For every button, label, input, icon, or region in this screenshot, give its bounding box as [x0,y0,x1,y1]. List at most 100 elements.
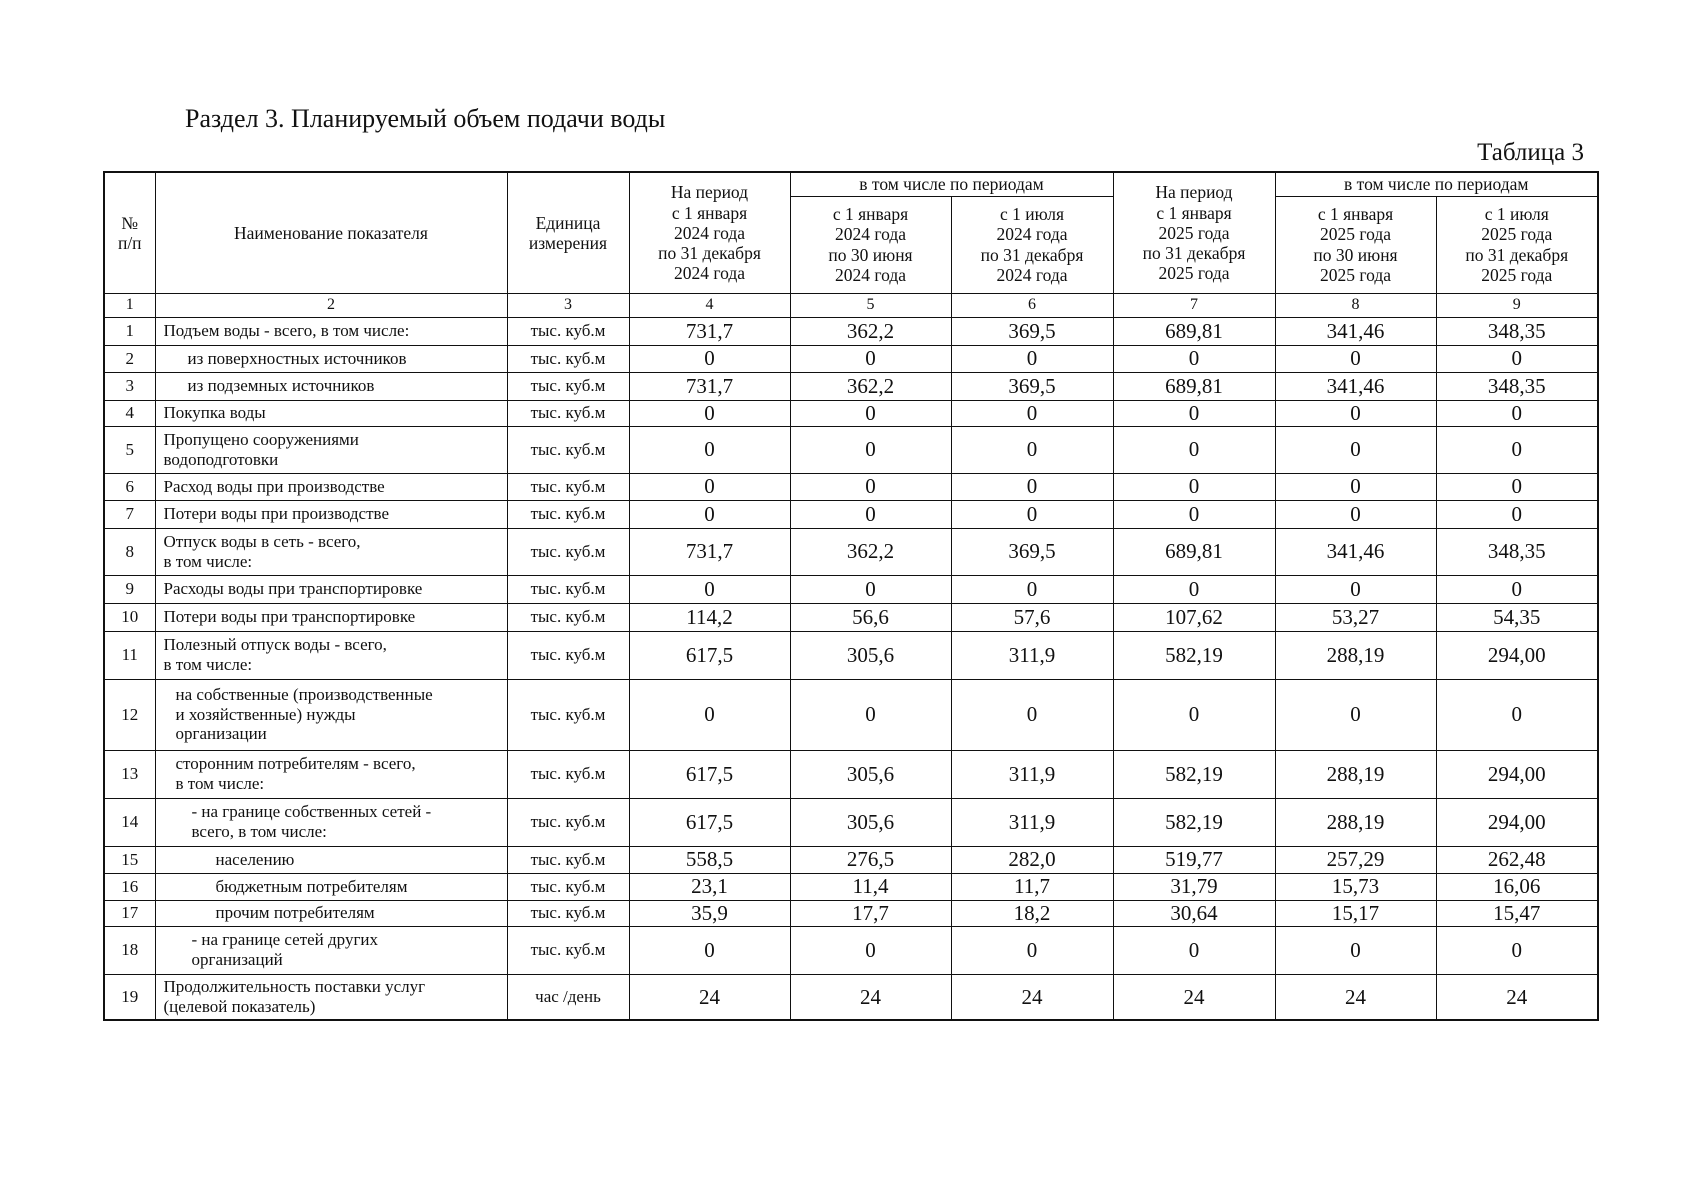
value-cell: 18,2 [950,899,1114,927]
unit: тыс. куб.м [506,344,630,373]
indicator-name: сторонним потребителям - всего, в том чи… [154,749,508,799]
value-cell: 582,19 [1112,630,1276,680]
row-number: 17 [103,899,156,927]
table-row: 2 из поверхностных источников тыс. куб.м 0 0… [103,344,1599,373]
unit: тыс. куб.м [506,899,630,927]
value-cell: 348,35 [1435,527,1599,576]
unit: тыс. куб.м [506,925,630,975]
table-row: 6 Расход воды при производстве тыс. куб.м 0… [103,472,1599,501]
row-number: 14 [103,797,156,847]
table-row: 15 населению тыс. куб.м 558,5 276,5 282,0 519,… [103,845,1599,874]
value-cell: 582,19 [1112,797,1276,847]
value-cell: 348,35 [1435,316,1599,346]
value-cell: 0 [950,425,1114,474]
value-cell: 0 [1435,399,1599,427]
value-cell: 519,77 [1112,845,1276,874]
row-number: 3 [103,371,156,401]
value-cell: 362,2 [789,527,952,576]
unit: тыс. куб.м [506,574,630,604]
value-cell: 0 [1112,425,1276,474]
indicator-name: из подземных источников [154,371,508,401]
value-cell: 17,7 [789,899,952,927]
table-row: 5 Пропущено сооружениями водоподготовки ты… [103,425,1599,474]
value-cell: 0 [950,499,1114,529]
indicator-name: Пропущено сооружениями водоподготовки [154,425,508,474]
value-cell: 689,81 [1112,316,1276,346]
column-number: 7 [1112,292,1276,318]
value-cell: 582,19 [1112,749,1276,799]
row-number: 9 [103,574,156,604]
table-row: 13 сторонним потребителям - всего, в том … [103,749,1599,799]
table-row: 9 Расходы воды при транспортировке тыс. ку… [103,574,1599,604]
value-cell: 0 [1112,925,1276,975]
indicator-name: населению [154,845,508,874]
indicator-name: Расход воды при производстве [154,472,508,501]
row-number: 6 [103,472,156,501]
indicator-name: на собственные (производственные и хозяй… [154,678,508,751]
unit: тыс. куб.м [506,499,630,529]
table-row: 8 Отпуск воды в сеть - всего, в том числе… [103,527,1599,576]
column-number: 2 [154,292,508,318]
value-cell: 0 [950,344,1114,373]
value-cell: 0 [1112,499,1276,529]
indicator-name: Покупка воды [154,399,508,427]
unit: тыс. куб.м [506,527,630,576]
indicator-name: Полезный отпуск воды - всего, в том числ… [154,630,508,680]
value-cell: 0 [1112,399,1276,427]
value-cell: 57,6 [950,602,1114,632]
value-cell: 0 [1435,925,1599,975]
value-cell: 0 [789,344,952,373]
value-cell: 0 [1274,344,1437,373]
value-cell: 341,46 [1274,371,1437,401]
value-cell: 311,9 [950,749,1114,799]
table-row: 7 Потери воды при производстве тыс. куб.м 0… [103,499,1599,529]
unit: тыс. куб.м [506,678,630,751]
value-cell: 24 [1112,973,1276,1021]
unit: тыс. куб.м [506,316,630,346]
value-cell: 369,5 [950,316,1114,346]
row-number: 15 [103,845,156,874]
value-cell: 0 [1274,399,1437,427]
row-number: 5 [103,425,156,474]
header-cell: Наименование показателя [154,171,508,294]
value-cell: 0 [789,678,952,751]
value-cell: 53,27 [1274,602,1437,632]
table-row: 3 из подземных источников тыс. куб.м 731,7 3… [103,371,1599,401]
value-cell: 282,0 [950,845,1114,874]
value-cell: 0 [1435,425,1599,474]
header-cell: с 1 января 2024 года по 30 июня 2024 год… [789,195,952,294]
unit: тыс. куб.м [506,371,630,401]
value-cell: 15,47 [1435,899,1599,927]
value-cell: 0 [789,399,952,427]
indicator-name: Продолжительность поставки услуг (целево… [154,973,508,1021]
value-cell: 0 [628,574,791,604]
indicator-name: Потери воды при производстве [154,499,508,529]
value-cell: 288,19 [1274,749,1437,799]
indicator-name: из поверхностных источников [154,344,508,373]
indicator-name: - на границе собственных сетей - всего, … [154,797,508,847]
value-cell: 262,48 [1435,845,1599,874]
value-cell: 56,6 [789,602,952,632]
value-cell: 617,5 [628,630,791,680]
value-cell: 0 [789,574,952,604]
value-cell: 0 [1274,472,1437,501]
value-cell: 0 [1435,574,1599,604]
header-cell: с 1 июля 2024 года по 31 декабря 2024 го… [950,195,1114,294]
value-cell: 0 [789,472,952,501]
value-cell: 689,81 [1112,371,1276,401]
row-number: 12 [103,678,156,751]
table-row: 14- на границе собственных сетей - всего… [103,797,1599,847]
value-cell: 107,62 [1112,602,1276,632]
row-number: 7 [103,499,156,529]
column-number: 9 [1435,292,1599,318]
value-cell: 369,5 [950,371,1114,401]
value-cell: 348,35 [1435,371,1599,401]
value-cell: 0 [1274,425,1437,474]
unit: тыс. куб.м [506,472,630,501]
value-cell: 0 [1435,678,1599,751]
value-cell: 0 [628,472,791,501]
header-cell: с 1 января 2025 года по 30 июня 2025 год… [1274,195,1437,294]
row-number: 4 [103,399,156,427]
